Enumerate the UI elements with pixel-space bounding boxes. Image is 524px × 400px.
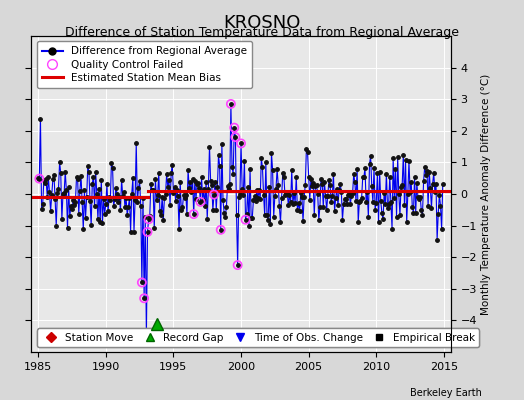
Point bbox=[145, 216, 153, 222]
Point bbox=[210, 191, 218, 198]
Y-axis label: Monthly Temperature Anomaly Difference (°C): Monthly Temperature Anomaly Difference (… bbox=[481, 73, 491, 315]
Point bbox=[227, 101, 235, 107]
Legend: Station Move, Record Gap, Time of Obs. Change, Empirical Break: Station Move, Record Gap, Time of Obs. C… bbox=[37, 328, 479, 347]
Point bbox=[35, 176, 43, 182]
Text: Berkeley Earth: Berkeley Earth bbox=[410, 388, 482, 398]
Point bbox=[140, 295, 148, 302]
Text: KROSNO: KROSNO bbox=[223, 14, 301, 32]
Point bbox=[190, 211, 198, 217]
Point bbox=[144, 229, 152, 235]
Point bbox=[242, 216, 250, 223]
Point bbox=[231, 134, 239, 140]
Point bbox=[237, 140, 245, 147]
Point bbox=[234, 262, 242, 268]
Point bbox=[230, 124, 238, 131]
Point bbox=[138, 279, 146, 286]
Point bbox=[142, 333, 150, 339]
Point bbox=[216, 227, 225, 233]
Point bbox=[196, 199, 205, 205]
Text: Difference of Station Temperature Data from Regional Average: Difference of Station Temperature Data f… bbox=[65, 26, 459, 39]
